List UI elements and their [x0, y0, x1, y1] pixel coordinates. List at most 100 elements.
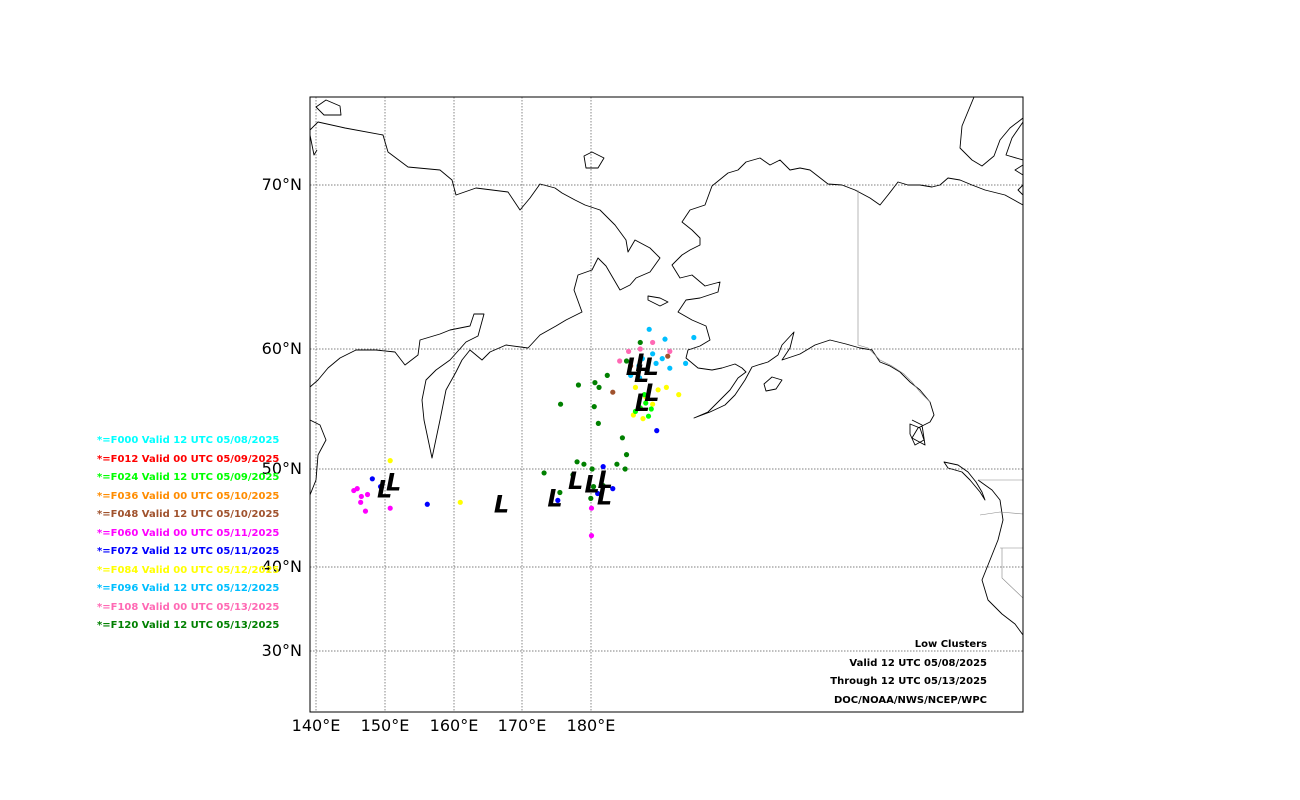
info-title: Low Clusters [914, 639, 987, 650]
forecast-marker [643, 400, 649, 406]
map-frame [309, 96, 1024, 713]
low-cluster-label: L [635, 389, 650, 417]
lon-label-160: 160°E [430, 716, 479, 735]
forecast-marker [667, 365, 673, 371]
forecast-marker [588, 505, 595, 511]
longitude-labels: 140°E 150°E 160°E 170°E 180°E [292, 716, 616, 735]
forecast-marker [655, 387, 661, 393]
forecast-marker [596, 384, 602, 390]
low-cluster-label: L [644, 379, 659, 407]
forecast-marker [676, 392, 682, 398]
lat-label-60: 60°N [262, 339, 302, 358]
low-cluster-label: L [568, 467, 583, 495]
legend-item-f048: *=F048 Valid 12 UTC 05/10/2025 [97, 509, 280, 520]
forecast-marker [369, 476, 375, 482]
low-cluster-label: L [626, 353, 641, 381]
forecast-marker [574, 459, 580, 465]
forecast-marker [595, 420, 601, 426]
forecast-marker [358, 499, 364, 505]
lat-label-30: 30°N [262, 641, 302, 660]
forecast-marker [600, 464, 606, 470]
forecast-marker [650, 339, 656, 346]
forecast-markers [351, 326, 697, 539]
forecast-marker [570, 472, 576, 478]
lon-label-140: 140°E [292, 716, 341, 735]
forecast-marker [625, 348, 632, 354]
legend-item-f108: *=F108 Valid 00 UTC 05/13/2025 [97, 601, 280, 613]
lon-label-180: 180°E [567, 716, 616, 735]
latitude-labels: 70°N 60°N 50°N 40°N 30°N [262, 175, 302, 660]
forecast-marker [362, 508, 369, 514]
forecast-marker [636, 375, 643, 381]
forecast-marker [588, 533, 595, 539]
legend-item-f012: *=F012 Valid 00 UTC 05/09/2025 [97, 453, 280, 465]
forecast-marker [662, 336, 668, 342]
forecast-marker [667, 348, 673, 354]
coastlines [310, 97, 1023, 636]
forecast-marker [623, 358, 630, 364]
legend-item-f096: *=F096 Valid 12 UTC 05/12/2025 [97, 583, 280, 594]
forecast-marker [659, 356, 665, 362]
legend-item-f072: *=F072 Valid 12 UTC 05/11/2025 [97, 546, 280, 557]
forecast-marker [632, 384, 639, 390]
low-cluster-label: L [547, 484, 562, 512]
forecast-marker [653, 360, 659, 366]
forecast-marker [691, 334, 697, 341]
lat-label-50: 50°N [262, 459, 302, 478]
forecast-marker [639, 356, 645, 362]
forecast-marker [575, 382, 582, 388]
lon-label-170: 170°E [498, 716, 547, 735]
forecast-marker [591, 404, 597, 410]
forecast-marker [665, 353, 671, 359]
info-valid-end: Through 12 UTC 05/13/2025 [830, 676, 987, 687]
forecast-marker [592, 380, 598, 386]
forecast-marker [358, 493, 364, 500]
forecast-marker [557, 401, 564, 407]
low-cluster-label: L [644, 353, 659, 381]
forecast-marker [588, 495, 594, 501]
forecast-marker [351, 487, 357, 494]
low-cluster-label: L [386, 469, 401, 497]
forecast-marker [619, 435, 626, 441]
lat-label-70: 70°N [262, 175, 302, 194]
legend-item-f024: *=F024 Valid 12 UTC 05/09/2025 [97, 472, 280, 483]
forecast-marker [604, 372, 610, 378]
forecast-marker [637, 346, 643, 352]
forecast-marker [628, 363, 634, 369]
forecast-marker [628, 372, 634, 378]
low-cluster-label: L [634, 360, 649, 388]
forecast-marker [600, 483, 606, 489]
forecast-marker [377, 484, 384, 490]
map-info-block: Low Clusters Valid 12 UTC 05/08/2025 Thr… [830, 636, 987, 710]
low-cluster-label: L [598, 466, 613, 494]
forecast-marker [632, 408, 639, 414]
forecast-marker [683, 360, 689, 366]
forecast-marker [654, 428, 660, 434]
forecast-marker [622, 466, 628, 472]
forecast-marker [650, 351, 656, 357]
forecast-marker [614, 461, 620, 467]
forecast-marker [637, 405, 643, 411]
forecast-marker [589, 466, 595, 472]
forecast-legend: *=F000 Valid 12 UTC 05/08/2025 *=F012 Va… [97, 432, 279, 636]
info-valid-start: Valid 12 UTC 05/08/2025 [849, 657, 987, 669]
low-cluster-label: L [635, 349, 650, 377]
forecast-marker [610, 389, 616, 395]
forecast-marker [644, 368, 650, 374]
low-cluster-label: L [585, 471, 600, 499]
forecast-marker [541, 470, 547, 476]
forecast-marker [637, 339, 643, 346]
legend-item-f120: *=F120 Valid 12 UTC 05/13/2025 [97, 620, 280, 631]
forecast-marker [641, 392, 647, 398]
forecast-marker [364, 491, 371, 498]
lat-label-40: 40°N [262, 557, 302, 576]
forecast-marker [663, 384, 669, 390]
info-credit: DOC/NOAA/NWS/NCEP/WPC [834, 694, 987, 706]
forecast-marker [555, 497, 561, 503]
lon-label-150: 150°E [361, 716, 410, 735]
forecast-marker [623, 452, 630, 458]
low-cluster-label: L [494, 490, 509, 518]
forecast-marker [590, 484, 597, 490]
